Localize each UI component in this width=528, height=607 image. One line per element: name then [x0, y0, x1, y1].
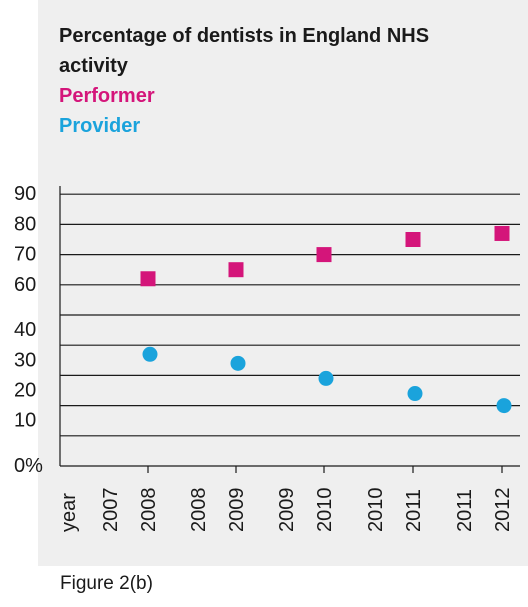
provider-point: [142, 346, 158, 362]
figure-caption: Figure 2(b): [60, 573, 153, 594]
provider-point: [496, 398, 512, 414]
x-axis-header: year: [58, 493, 80, 532]
x-tick-label: 2008: [138, 488, 160, 533]
x-tick-label: 2010: [365, 488, 387, 533]
provider-point: [407, 386, 423, 402]
performer-point: [140, 271, 156, 287]
y-tick-label: 80: [14, 213, 36, 235]
performer-point: [228, 262, 244, 278]
performer-point: [405, 232, 421, 247]
y-tick-label: 70: [14, 244, 36, 266]
performer-point: [316, 247, 332, 263]
y-tick-label: 60: [14, 274, 36, 296]
x-tick-label: 2012: [492, 488, 514, 533]
chart-title-line-1: Percentage of dentists in England NHS: [59, 25, 430, 47]
y-tick-label: 30: [14, 349, 36, 371]
y-tick-label: 20: [14, 380, 36, 402]
x-tick-label: 2011: [403, 489, 425, 532]
x-tick-label: 2009: [276, 488, 298, 533]
x-tick-label: 2010: [314, 488, 336, 533]
legend-performer: Performer: [59, 85, 155, 107]
y-tick-label: 90: [14, 183, 36, 205]
x-tick-label: 2011: [454, 489, 476, 532]
y-tick-label: 10: [14, 410, 36, 432]
chart-panel: [38, 0, 528, 566]
x-tick-label: 2008: [188, 488, 210, 533]
legend-provider: Provider: [59, 115, 141, 137]
provider-point: [230, 355, 246, 371]
y-tick-label: 0%: [14, 455, 43, 477]
provider-point: [318, 370, 334, 386]
performer-point: [494, 225, 510, 241]
y-tick-label: 40: [14, 319, 36, 341]
x-tick-label: 2007: [100, 488, 122, 533]
x-tick-label: 2009: [226, 488, 248, 533]
chart-title-line-2: activity: [59, 55, 128, 77]
